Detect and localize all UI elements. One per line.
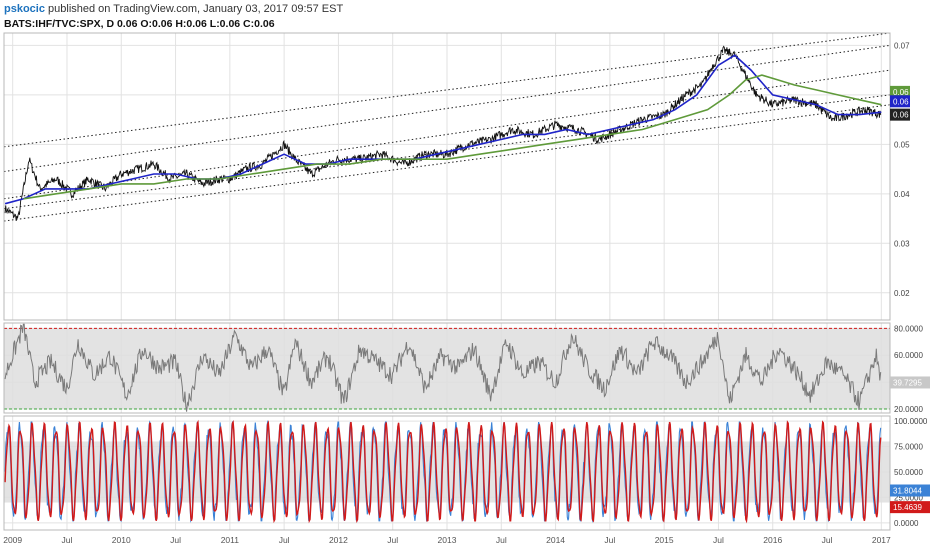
y-tick-label: 0.04 xyxy=(894,190,910,199)
price-line xyxy=(4,45,882,222)
channel-line xyxy=(3,32,891,148)
panel-frames xyxy=(3,32,891,531)
x-tick-label: 2013 xyxy=(438,535,457,545)
ma_slow-line xyxy=(23,74,882,200)
stoch_d-line xyxy=(4,419,882,524)
published-text: published on TradingView.com, January 03… xyxy=(48,3,344,15)
value-badge xyxy=(890,85,910,98)
x-tick-label: 2015 xyxy=(655,535,674,545)
y-tick-label: 25.0000 xyxy=(894,493,923,502)
x-tick-label: Jul xyxy=(170,535,181,545)
y-tick-label: 100.0000 xyxy=(894,417,928,426)
channel-line xyxy=(3,44,891,173)
x-tick-label: Jul xyxy=(604,535,615,545)
value-badge-label: 31.8044 xyxy=(893,487,922,496)
y-tick-label: 0.03 xyxy=(894,239,910,248)
x-tick-label: 2016 xyxy=(763,535,782,545)
y-tick-label: 0.07 xyxy=(894,41,910,50)
x-tick-label: 2009 xyxy=(3,535,22,545)
channel-line xyxy=(3,94,891,210)
x-tick-label: 2012 xyxy=(329,535,348,545)
publish-info: pskocic published on TradingView.com, Ja… xyxy=(4,3,343,15)
value-badge-label: 39.7295 xyxy=(893,378,922,387)
series-lines xyxy=(4,45,882,524)
x-tick-label: Jul xyxy=(387,535,398,545)
x-tick-label: 2011 xyxy=(221,535,240,545)
channel-line xyxy=(3,104,891,222)
x-tick-label: 2017 xyxy=(872,535,891,545)
y-tick-label: 0.05 xyxy=(894,140,910,149)
value-badge xyxy=(890,501,930,514)
oscillator-bands xyxy=(4,327,890,503)
y-tick-label: 80.0000 xyxy=(894,324,923,333)
stochastic-panel-frame xyxy=(3,415,891,531)
value-badge xyxy=(890,484,930,497)
price-panel-frame xyxy=(3,32,891,321)
x-axis: 2009 Jul 2010 Jul 2011 Jul 2012 Jul 2013 Jul 2014 J… xyxy=(3,535,891,545)
x-tick-label: 2010 xyxy=(112,535,131,545)
x-tick-label: Jul xyxy=(822,535,833,545)
symbol-line: BATS:IHF/TVC:SPX, D 0.06 O:0.06 H:0.06 L… xyxy=(4,18,275,30)
x-tick-label: Jul xyxy=(62,535,73,545)
value-badge xyxy=(890,108,910,121)
y-tick-label: 60.0000 xyxy=(894,351,923,360)
value-badge xyxy=(890,95,910,108)
x-tick-label: Jul xyxy=(496,535,507,545)
y-tick-label: 50.0000 xyxy=(894,468,923,477)
y-tick-label: 0.0000 xyxy=(894,519,919,528)
author-name[interactable]: pskocic xyxy=(4,3,45,15)
x-tick-label: 2014 xyxy=(546,535,565,545)
y-tick-label: 0.02 xyxy=(894,289,910,298)
x-tick-label: Jul xyxy=(279,535,290,545)
value-badge-label: 0.06 xyxy=(893,97,909,106)
value-badge xyxy=(890,376,930,389)
rsi-line xyxy=(4,323,882,412)
y-tick-label: 20.0000 xyxy=(894,405,923,414)
value-badge-label: 0.06 xyxy=(893,111,909,120)
trend-channel-lines xyxy=(3,32,891,222)
x-tick-label: Jul xyxy=(713,535,724,545)
value-badge-label: 15.4639 xyxy=(893,503,922,512)
value-badge-label: 0.06 xyxy=(893,88,909,97)
y-tick-label: 75.0000 xyxy=(894,443,923,452)
ma_fast-line xyxy=(4,54,882,205)
rsi-panel-frame xyxy=(3,322,891,414)
channel-line xyxy=(3,69,891,200)
